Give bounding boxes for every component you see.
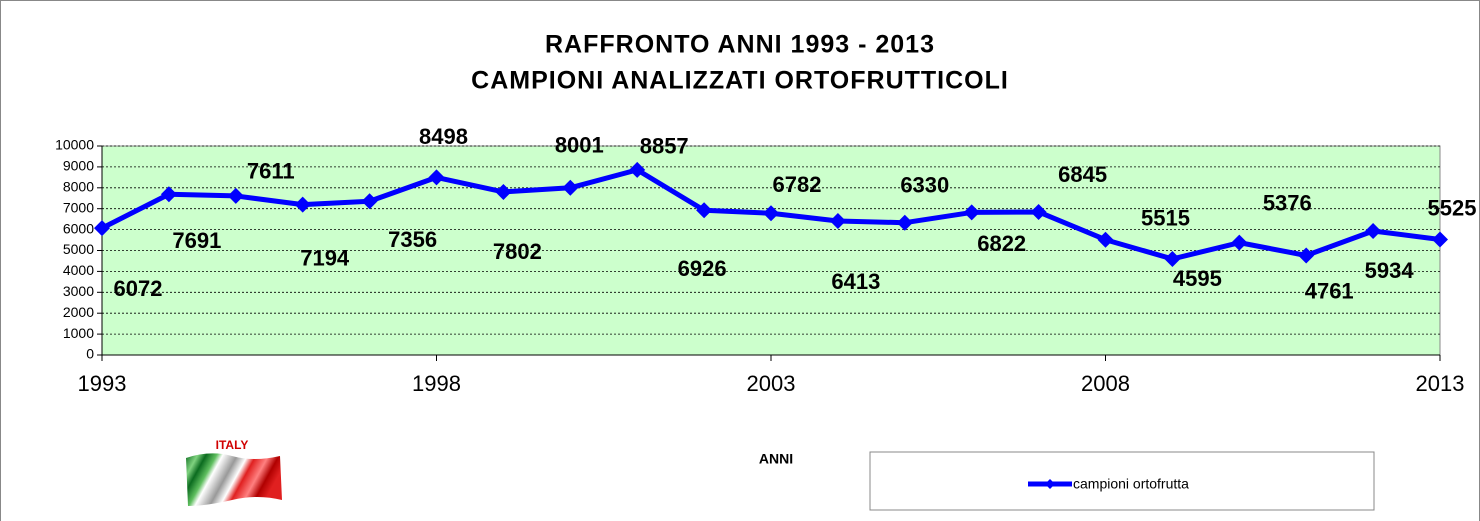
data-label: 6413 [831,269,880,294]
data-point [227,187,244,204]
flag-label: ITALY [216,438,249,452]
data-label: 6926 [678,256,727,281]
y-tick-label: 4000 [63,262,94,278]
x-axis-label: ANNI [759,451,793,467]
data-label: 6782 [773,172,822,197]
data-label: 4595 [1173,266,1222,291]
data-point [629,161,646,178]
y-tick-label: 3000 [63,283,94,299]
data-point [896,214,913,231]
data-label: 6845 [1058,162,1107,187]
data-point [361,193,378,210]
data-point [963,204,980,221]
data-label: 6330 [900,173,949,198]
y-tick-label: 7000 [63,199,94,215]
data-label: 5515 [1141,206,1190,231]
data-point [1365,222,1382,239]
chart-subtitle: CAMPIONI ANALIZZATI ORTOFRUTTICOLI [471,67,1009,95]
y-tick-label: 6000 [63,220,94,236]
data-label: 8001 [555,133,604,158]
data-label: 5934 [1365,258,1415,283]
data-label: 5525 [1428,195,1477,220]
y-tick-label: 5000 [63,241,94,257]
legend [869,451,1375,511]
data-point [1164,250,1181,267]
data-point [294,196,311,213]
chart-title: RAFFRONTO ANNI 1993 - 2013 [545,31,935,59]
y-tick-label: 0 [86,346,94,362]
data-point [696,202,713,219]
data-point [1097,231,1114,248]
data-label: 8857 [640,134,689,159]
legend-marker [1045,479,1055,489]
data-point [1231,234,1248,251]
data-point [562,179,579,196]
data-point [495,183,512,200]
data-point [829,212,846,229]
data-label: 5376 [1263,190,1312,215]
data-point [1030,203,1047,220]
data-label: 7802 [493,239,542,264]
data-label: 7356 [388,227,437,252]
data-label: 6072 [114,276,163,301]
data-label: 7194 [300,245,350,270]
data-label: 7611 [247,159,295,184]
x-tick-label: 2013 [1416,371,1465,396]
data-label: 7691 [172,228,221,253]
legend-label: campioni ortofrutta [1073,476,1189,492]
flag [186,453,282,506]
y-tick-label: 2000 [63,304,94,320]
y-tick-label: 1000 [63,325,94,341]
data-point [160,186,177,203]
y-tick-label: 10000 [55,137,94,153]
data-label: 8498 [419,124,468,149]
data-point [1298,247,1315,264]
x-tick-label: 2003 [747,371,796,396]
data-label: 6822 [977,231,1026,256]
y-tick-label: 8000 [63,179,94,195]
data-point [763,205,779,222]
x-tick-label: 1998 [412,371,461,396]
x-tick-label: 1993 [78,371,127,396]
x-tick-label: 2008 [1081,371,1130,396]
data-point [1432,231,1448,248]
data-point [94,220,110,237]
y-tick-label: 9000 [63,158,94,174]
data-point [428,169,445,186]
data-label: 4761 [1305,278,1354,303]
